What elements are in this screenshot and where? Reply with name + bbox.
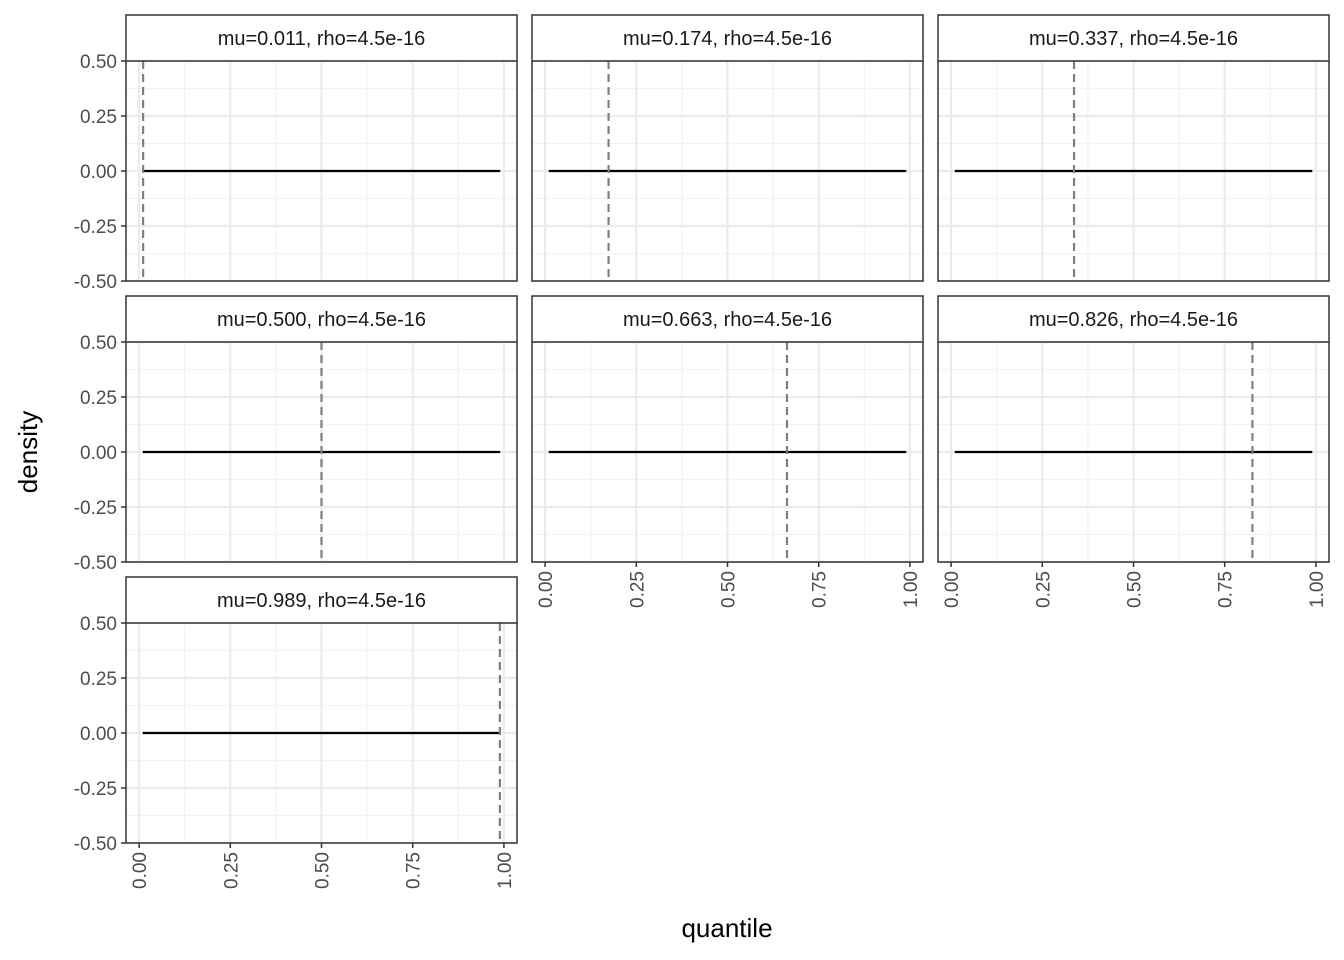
facet-strip [125,295,518,343]
facet-strip-label: mu=0.663, rho=4.5e-16 [623,309,832,331]
x-tick-label: 1.00 [495,852,516,889]
y-tick-label: 0.00 [80,162,117,183]
facet-panels: mu=0.011, rho=4.5e-16 0.50 0.25 0.00 -0.25 -0… [74,14,1330,889]
facet-strip-label: mu=0.174, rho=4.5e-16 [623,28,832,50]
facet-panel-6: mu=0.826, rho=4.5e-16 0.00 0.25 0.50 0.75 1.0… [937,295,1330,608]
x-tick-label: 0.50 [719,571,740,608]
x-tick-label: 0.00 [130,852,151,889]
x-tick-label: 0.00 [536,571,557,608]
facet-panel-4: mu=0.500, rho=4.5e-16 0.50 0.25 0.00 -0.25 -0… [74,295,518,574]
x-tick-label: 0.75 [810,571,831,608]
facet-strip [937,14,1330,62]
y-tick-label: -0.25 [74,217,117,238]
x-tick-label: 0.50 [313,852,334,889]
x-tick-label: 0.00 [942,571,963,608]
y-tick-label: 0.25 [80,107,117,128]
x-tick-label: 0.25 [627,571,648,608]
y-tick-label: 0.25 [80,669,117,690]
facet-panel-3: mu=0.337, rho=4.5e-16 [937,14,1330,283]
facet-panel-1: mu=0.011, rho=4.5e-16 0.50 0.25 0.00 -0.25 -0… [74,14,518,293]
facet-panel-7: mu=0.989, rho=4.5e-16 0.50 0.25 0.00 -0.25 -0… [74,576,518,889]
facet-strip [125,576,518,624]
y-tick-label: 0.50 [80,333,117,354]
x-tick-label: 1.00 [901,571,922,608]
x-tick-label: 0.25 [1033,571,1054,608]
facet-strip [937,295,1330,343]
x-tick-label: 0.50 [1125,571,1146,608]
y-tick-label: 0.50 [80,52,117,73]
y-tick-label: -0.25 [74,779,117,800]
facet-strip-label: mu=0.500, rho=4.5e-16 [217,309,426,331]
facet-strip-label: mu=0.011, rho=4.5e-16 [218,28,426,50]
y-tick-label: 0.00 [80,443,117,464]
facet-strip-label: mu=0.989, rho=4.5e-16 [217,590,426,612]
y-tick-label: -0.25 [74,498,117,519]
y-tick-label: -0.50 [74,553,117,574]
y-tick-label: -0.50 [74,834,117,855]
y-tick-label: 0.50 [80,614,117,635]
x-tick-label: 0.25 [221,852,242,889]
y-tick-label: 0.00 [80,724,117,745]
y-tick-label: 0.25 [80,388,117,409]
facet-panel-2: mu=0.174, rho=4.5e-16 [531,14,924,283]
facet-strip [125,14,518,62]
facet-panel-5: mu=0.663, rho=4.5e-16 0.00 0.25 0.50 0.75 1.0… [531,295,924,608]
facet-strip [531,295,924,343]
x-axis-title: quantile [681,913,772,943]
panel-border [531,60,924,282]
y-axis-title: density [13,411,43,493]
x-tick-label: 1.00 [1307,571,1328,608]
facet-strip-label: mu=0.337, rho=4.5e-16 [1029,28,1238,50]
y-tick-label: -0.50 [74,272,117,293]
facet-strip-label: mu=0.826, rho=4.5e-16 [1029,309,1238,331]
panel-border [937,60,1330,282]
x-tick-label: 0.75 [404,852,425,889]
x-tick-label: 0.75 [1216,571,1237,608]
